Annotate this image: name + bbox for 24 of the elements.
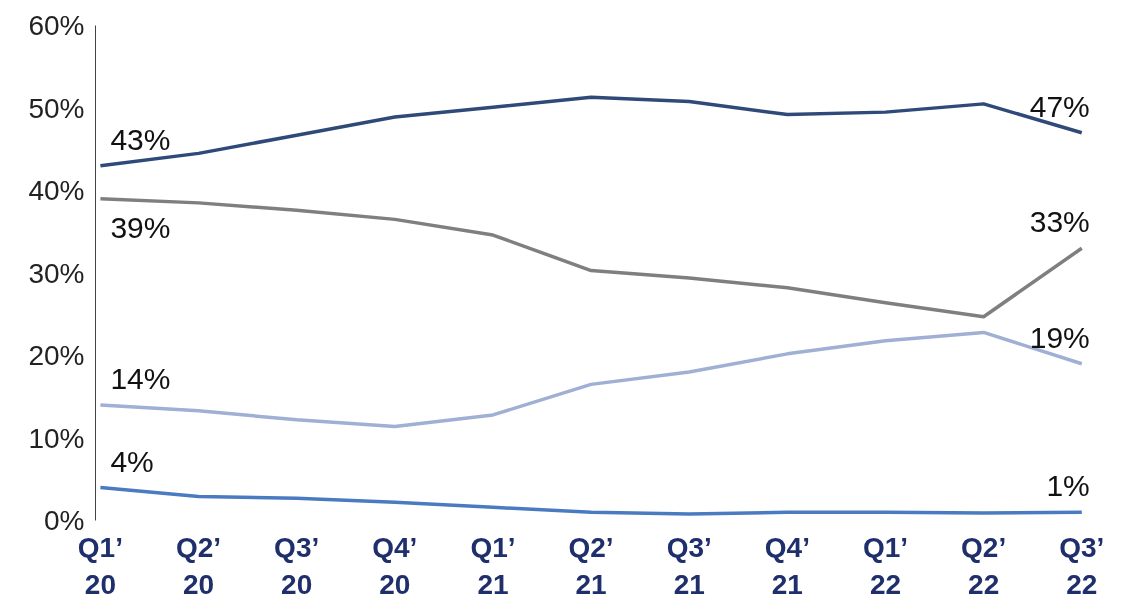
x-tick-label: Q3’ 20: [274, 531, 320, 600]
y-tick-label: 30%: [28, 257, 85, 289]
x-tick-label: Q2’ 20: [175, 531, 222, 600]
data-label: 33%: [1029, 205, 1090, 239]
y-tick-label: 50%: [28, 92, 85, 124]
data-label: 4%: [110, 444, 154, 478]
x-tick-label: Q3’ 22: [1059, 531, 1105, 600]
x-tick-label: Q4’ 20: [372, 531, 418, 600]
y-tick-label: 40%: [28, 175, 85, 206]
data-label: 39%: [110, 210, 171, 244]
data-label: 47%: [1029, 89, 1090, 123]
x-tick-label: Q4’ 21: [764, 531, 810, 600]
x-tick-label: Q1’ 21: [470, 531, 516, 600]
data-label: 1%: [1046, 469, 1090, 503]
y-tick-label: 60%: [28, 10, 85, 41]
data-label: 19%: [1029, 320, 1090, 354]
data-label: 14%: [110, 362, 171, 395]
y-tick-label: 20%: [28, 340, 85, 371]
y-tick-label: 10%: [28, 422, 85, 454]
x-tick-label: Q1’ 22: [862, 531, 909, 600]
data-label: 43%: [110, 122, 171, 156]
x-tick-label: Q3’ 21: [666, 531, 712, 600]
x-tick-label: Q2’ 21: [568, 531, 614, 600]
x-tick-label: Q2’ 22: [961, 531, 1007, 600]
